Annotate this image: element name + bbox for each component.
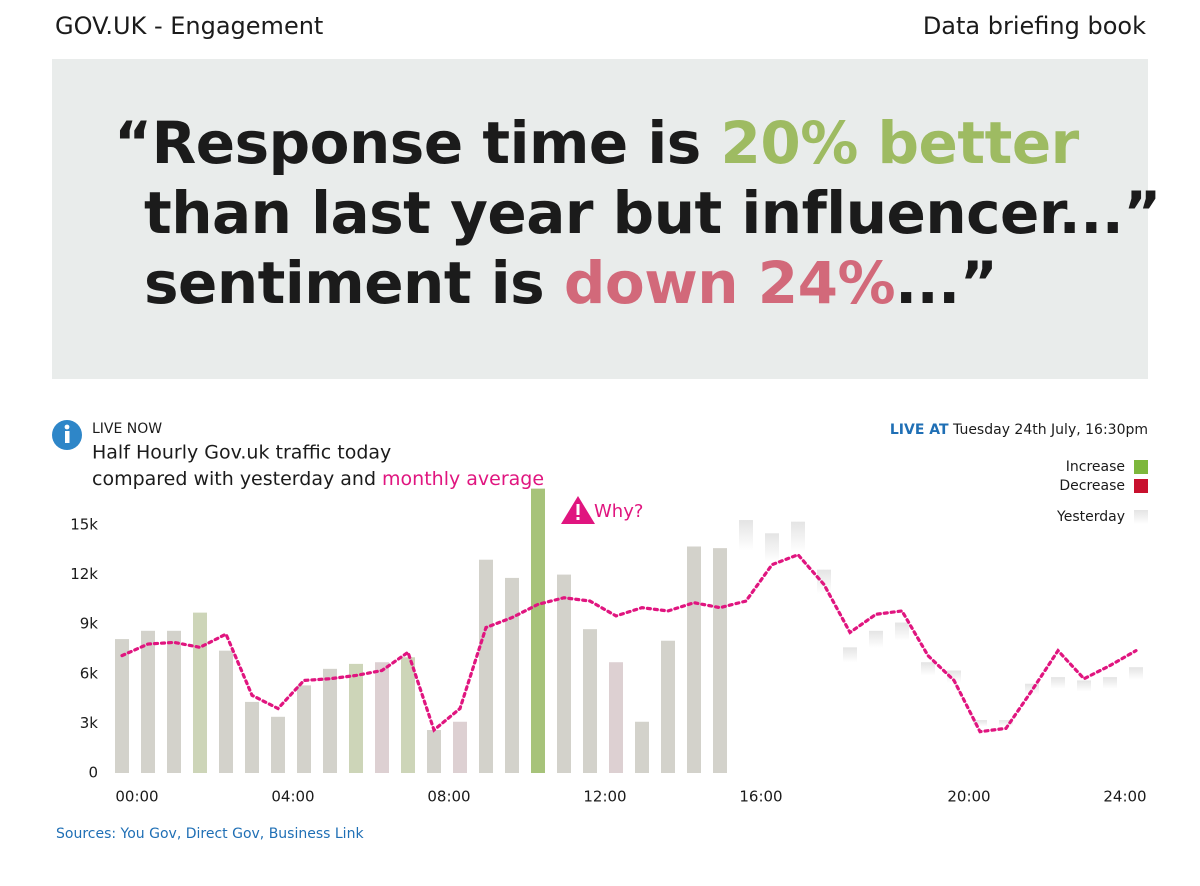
- chart-subtitle: compared with yesterday and monthly aver…: [92, 468, 544, 490]
- yesterday-bar: [947, 670, 961, 773]
- yesterday-bar: [921, 662, 935, 773]
- annotation: Why?: [594, 501, 643, 522]
- yesterday-bar: [843, 647, 857, 773]
- y-tick-label: 9k: [80, 615, 99, 633]
- legend-swatch: [1134, 479, 1148, 493]
- quote-highlight: down 24%: [563, 249, 896, 317]
- quote-highlight: 20% better: [720, 109, 1080, 177]
- bar: [297, 685, 311, 773]
- bar: [687, 546, 701, 773]
- yesterday-bar: [1103, 677, 1117, 773]
- quote-line: “Response time is 20% better: [114, 109, 1079, 177]
- legend-swatch: [1134, 510, 1148, 524]
- quote-line: sentiment is down 24%...”: [144, 249, 998, 317]
- warning-icon: [561, 496, 595, 524]
- y-tick-label: 3k: [80, 714, 99, 732]
- sources: Sources: You Gov, Direct Gov, Business L…: [56, 826, 364, 842]
- bar: [193, 612, 207, 773]
- legend-label: Yesterday: [1056, 509, 1125, 525]
- yesterday-bar: [791, 521, 805, 773]
- live-now: LIVE NOW: [92, 421, 162, 437]
- quote-line: than last year but influencer...”: [144, 179, 1161, 247]
- legend-swatch: [1134, 460, 1148, 474]
- average-line: [120, 552, 1138, 734]
- yesterday-bar: [765, 533, 779, 773]
- yesterday-bar: [1025, 683, 1039, 773]
- bar: [245, 701, 259, 773]
- bar: [479, 559, 493, 773]
- yesterday-bar: [817, 569, 831, 773]
- timestamp: Tuesday 24th July, 16:30pm: [952, 422, 1148, 438]
- x-tick-label: 00:00: [115, 788, 158, 806]
- legend-label: Decrease: [1059, 478, 1125, 494]
- x-tick-label: 04:00: [271, 788, 314, 806]
- yesterday-bar: [1077, 680, 1091, 773]
- bar: [661, 640, 675, 773]
- bar: [323, 668, 337, 773]
- quote-text: sentiment is: [144, 249, 564, 317]
- y-tick-label: 12k: [70, 565, 98, 583]
- bar: [713, 548, 727, 773]
- bar: [401, 657, 415, 773]
- x-tick-label: 12:00: [583, 788, 626, 806]
- x-tick-label: 16:00: [739, 788, 782, 806]
- yesterday-bar: [895, 622, 909, 773]
- info-icon: [52, 420, 82, 450]
- y-tick-label: 0: [88, 764, 98, 782]
- bar: [557, 574, 571, 773]
- bar: [583, 629, 597, 773]
- bar: [349, 663, 363, 773]
- live-at: LIVE AT Tuesday 24th July, 16:30pm: [890, 422, 1148, 438]
- bar: [375, 662, 389, 773]
- quote-text: than last year but influencer...”: [144, 179, 1161, 247]
- subtitle-text: compared with yesterday and: [92, 468, 376, 490]
- chart-title: Half Hourly Gov.uk traffic today: [92, 442, 391, 464]
- live-at-label: LIVE AT: [890, 422, 949, 438]
- y-tick-label: 15k: [70, 516, 98, 534]
- y-tick-label: 6k: [80, 664, 99, 682]
- yesterday-bar: [1129, 667, 1143, 773]
- bar: [115, 639, 129, 773]
- bar: [635, 721, 649, 773]
- x-tick-label: 08:00: [427, 788, 470, 806]
- bar: [219, 650, 233, 773]
- bar: [531, 488, 545, 773]
- subtitle-highlight: monthly average: [382, 468, 544, 490]
- x-tick-label: 24:00: [1103, 788, 1146, 806]
- yesterday-bar: [999, 720, 1013, 773]
- header-title: GOV.UK - Engagement: [55, 12, 324, 40]
- quote-text: “Response time is: [114, 109, 721, 177]
- bar: [271, 716, 285, 773]
- legend-label: Increase: [1066, 459, 1125, 475]
- header-right: Data briefing book: [922, 12, 1146, 40]
- bar: [167, 630, 181, 773]
- yesterday-bar: [869, 630, 883, 773]
- yesterday-bar: [1051, 677, 1065, 773]
- bar: [141, 630, 155, 773]
- x-tick-label: 20:00: [947, 788, 990, 806]
- bar: [505, 577, 519, 773]
- bar: [453, 721, 467, 773]
- quote-box: “Response time is 20% better than last y…: [52, 59, 1161, 379]
- yesterday-bar: [973, 720, 987, 773]
- bar: [609, 662, 623, 773]
- bar: [427, 730, 441, 773]
- yesterday-bar: [739, 520, 753, 773]
- quote-text: ...”: [895, 249, 998, 317]
